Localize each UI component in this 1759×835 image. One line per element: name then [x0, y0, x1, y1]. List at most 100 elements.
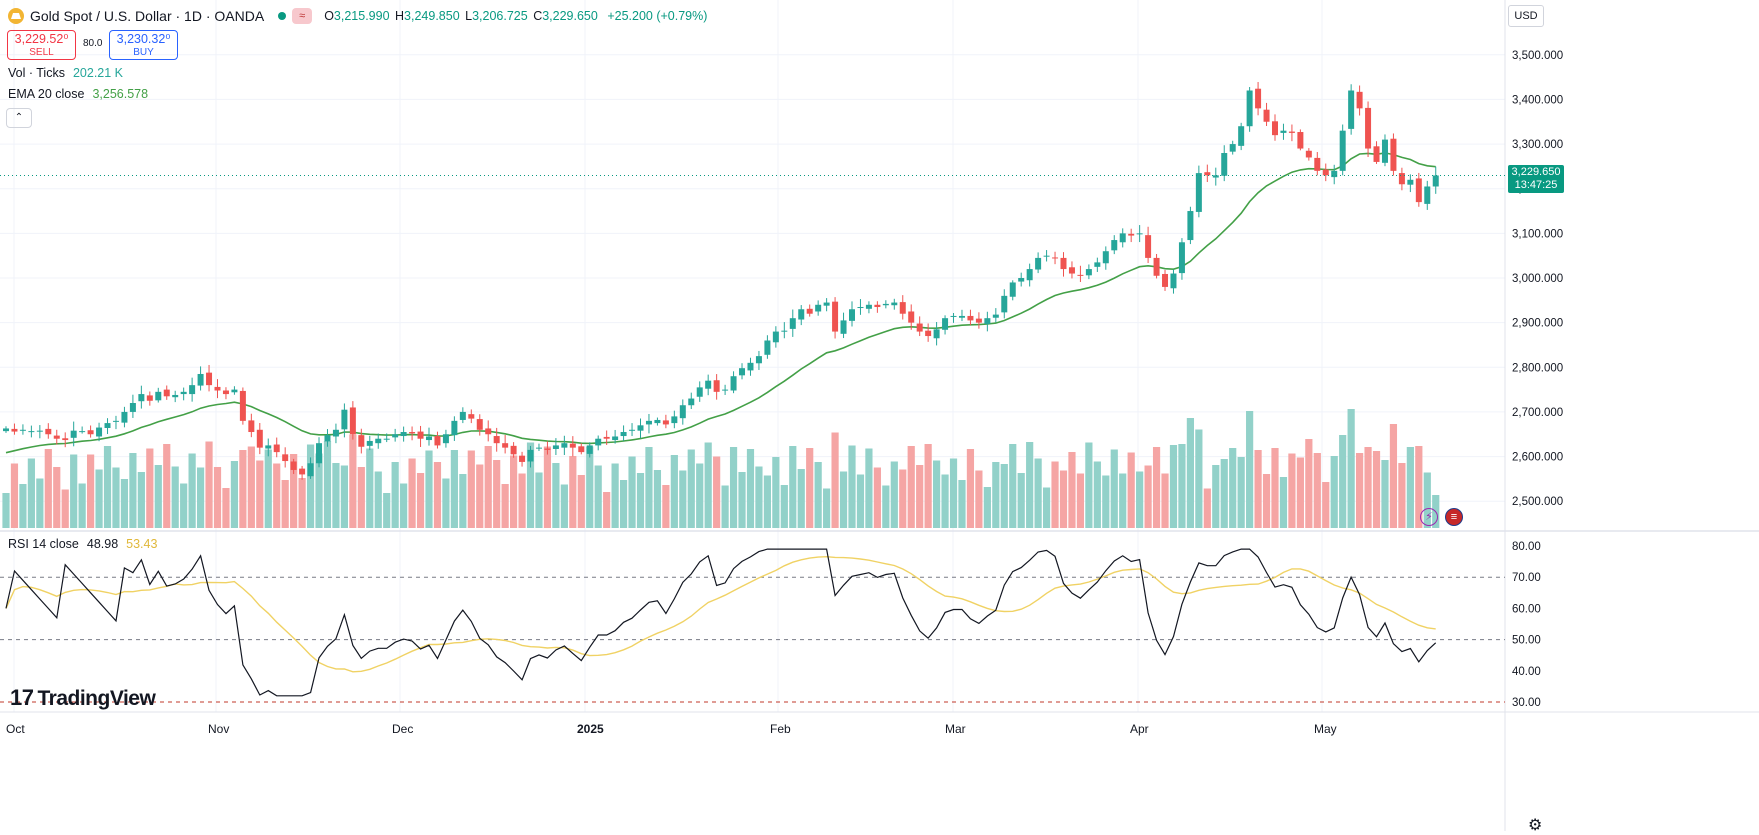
candle-body [1348, 90, 1355, 129]
volume-bar [120, 479, 129, 528]
volume-bar [205, 441, 213, 528]
volume-bar [1356, 453, 1364, 528]
candle-body [1153, 257, 1160, 276]
candle-body [1068, 267, 1075, 274]
lightning-icon[interactable]: ⚡ [1420, 508, 1438, 526]
collapse-legend-button[interactable]: ⌃ [6, 108, 32, 128]
volume-bar [1330, 456, 1338, 528]
candle-body [1407, 179, 1414, 185]
candle-body [1119, 233, 1126, 243]
sell-button[interactable]: 3,229.52⁰ SELL [7, 30, 76, 60]
volume-bar [772, 457, 780, 528]
candle-body [485, 428, 492, 435]
ema-legend[interactable]: EMA 20 close 3,256.578 [8, 87, 148, 101]
volume-bar [569, 456, 577, 528]
volume-bar [1068, 452, 1076, 528]
candle-body [569, 443, 576, 448]
volume-bar [400, 483, 408, 528]
candle-body [172, 394, 179, 398]
candle-body [654, 419, 661, 424]
candle-body [273, 444, 280, 453]
candle-body [299, 468, 306, 475]
candle-body [874, 304, 881, 308]
volume-bar [1415, 446, 1423, 528]
candle-body [544, 448, 551, 450]
candle-body [1331, 170, 1338, 178]
volume-bar [247, 446, 255, 528]
volume-legend-label: Vol · Ticks [8, 66, 65, 80]
candle-body [1094, 262, 1101, 267]
candle-body [595, 438, 602, 446]
volume-bar [806, 448, 814, 528]
volume-bar [1009, 444, 1017, 528]
candle-body [882, 303, 889, 306]
rsi-legend[interactable]: RSI 14 close 48.98 53.43 [8, 537, 157, 551]
candle-body [1398, 173, 1405, 185]
candle-body [688, 398, 695, 406]
volume-bar [848, 445, 856, 528]
volume-bar [1152, 447, 1161, 528]
buy-button[interactable]: 3,230.32⁰ BUY [109, 30, 178, 60]
spread-value: 80.0 [83, 38, 103, 49]
volume-bar [53, 467, 61, 528]
sell-label: SELL [29, 47, 54, 58]
candle-body [1288, 131, 1295, 133]
candle-body [755, 356, 762, 364]
candle-body [975, 318, 982, 323]
candle-body [815, 304, 822, 312]
us-flag-icon[interactable]: ≡ [1445, 508, 1463, 526]
currency-selector[interactable]: USD [1508, 5, 1544, 27]
candle-body [849, 309, 855, 321]
volume-bar [941, 474, 949, 528]
tradingview-logo[interactable]: 17 TradingView [10, 685, 156, 711]
volume-bar [603, 492, 611, 528]
volume-bar [924, 444, 932, 528]
candle-body [1035, 257, 1042, 270]
candle-body [155, 391, 162, 401]
volume-bar [535, 472, 543, 528]
candle-body [214, 386, 221, 391]
settings-gear-icon[interactable]: ⚙ [1528, 817, 1543, 834]
volume-bar [323, 441, 332, 528]
volume-bar [653, 470, 662, 528]
data-provider-badge[interactable]: ≈ [292, 8, 313, 24]
low-label: L [465, 9, 473, 23]
candle-body [747, 362, 754, 371]
candle-body [722, 389, 729, 391]
volume-bar [256, 460, 264, 528]
candle-body [341, 409, 348, 430]
volume-bar [1119, 473, 1127, 528]
candle-body [1356, 91, 1363, 109]
candle-body [79, 431, 86, 433]
candle-body [823, 302, 830, 306]
candle-body [586, 445, 593, 454]
volume-bar [450, 450, 458, 528]
symbol-title[interactable]: Gold Spot / U.S. Dollar · 1D · OANDA [30, 8, 265, 24]
buy-price: 3,230.32⁰ [116, 32, 171, 46]
volume-bar [298, 478, 306, 528]
volume-bar [467, 450, 475, 528]
candle-body [400, 432, 407, 437]
last-price-value: 3,229.650 [1511, 166, 1561, 178]
candle-body [629, 429, 636, 431]
price-tick-label: 2,800.000 [1512, 362, 1563, 374]
candle-body [637, 425, 644, 431]
volume-bar [933, 460, 941, 528]
volume-bar [1372, 451, 1381, 528]
candle-body [282, 454, 289, 462]
candle-body [1272, 121, 1278, 136]
candle-body [1373, 146, 1380, 162]
volume-bar [789, 446, 797, 528]
volume-bar [493, 460, 501, 528]
candle-body [1195, 173, 1202, 212]
rsi-line [5, 548, 1437, 697]
candle-body [1365, 107, 1372, 149]
rsi-ma-legend-value: 53.43 [126, 537, 158, 551]
volume-bar [1076, 473, 1085, 528]
volume-legend[interactable]: Vol · Ticks 202.21 K [8, 66, 123, 80]
rsi-legend-value: 48.98 [86, 537, 119, 551]
candle-body [324, 435, 331, 442]
sell-price: 3,229.52⁰ [14, 32, 69, 46]
